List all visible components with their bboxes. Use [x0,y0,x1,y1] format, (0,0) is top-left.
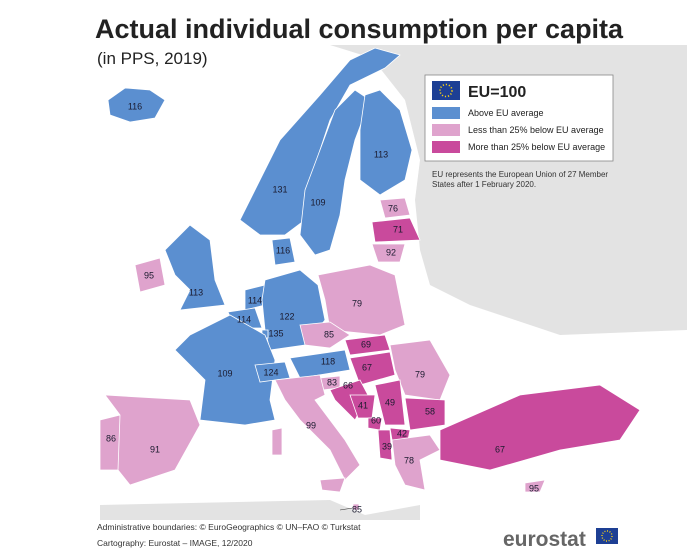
legend: EU=100 Above EU average Less than 25% bel… [424,74,614,162]
region-label: 109 [217,368,232,378]
legend-label: More than 25% below EU average [468,142,605,152]
region-label: 122 [279,311,294,321]
logo-stars [601,530,613,542]
region-label: 83 [327,377,337,387]
region-label: 116 [128,101,142,111]
region-label: 41 [358,400,368,410]
region-label: 49 [385,397,395,407]
footer-line: Administrative boundaries: © EuroGeograp… [97,522,361,532]
region-label: 114 [237,314,251,324]
region-label: 109 [310,197,325,207]
legend-label: Above EU average [468,108,544,118]
region-label: 95 [144,270,154,280]
footer-line: Cartography: Eurostat – IMAGE, 12/2020 [97,538,253,548]
region-label: 99 [306,420,316,430]
region-label: 67 [362,362,372,372]
note-line: EU represents the European Union of 27 M… [432,170,608,179]
region-label: 60 [371,415,381,425]
region-label: 69 [361,339,371,349]
region-label: 58 [425,406,435,416]
legend-swatch [432,107,460,119]
region-label: 124 [263,367,278,377]
region-label: 118 [321,356,335,366]
logo: eurostat [503,528,586,551]
region-label: 85 [352,504,362,514]
logo-flag [596,528,618,544]
countries [99,47,641,511]
region-label: 86 [106,433,116,443]
region-label: 92 [386,247,396,257]
region-label: 66 [343,380,353,390]
region-label: 135 [268,328,283,338]
region-label: 78 [404,455,414,465]
region-label: 95 [529,483,539,493]
region-label: 131 [272,184,287,194]
region-label: 76 [388,203,398,213]
region-label: 79 [352,298,362,308]
legend-swatch [432,124,460,136]
legend-label: Less than 25% below EU average [468,125,604,135]
region-label: 42 [397,428,407,438]
subtitle: (in PPS, 2019) [97,49,208,68]
region-label: 39 [382,441,392,451]
note-line: States after 1 February 2020. [432,180,536,189]
region-label: 113 [189,287,203,297]
region-label: 71 [393,224,403,234]
region-label: 113 [374,149,388,159]
region-label: 91 [150,444,160,454]
region-labels: 116 131 109 113 76 71 92 116 95 113 114 … [106,101,539,514]
legend-swatch [432,141,460,153]
region-label: 114 [248,295,262,305]
title: Actual individual consumption per capita [95,14,624,44]
legend-title: EU=100 [468,84,526,101]
region-label: 85 [324,329,334,339]
region-label: 67 [495,444,505,454]
region-label: 116 [276,245,290,255]
region-label: 79 [415,369,425,379]
